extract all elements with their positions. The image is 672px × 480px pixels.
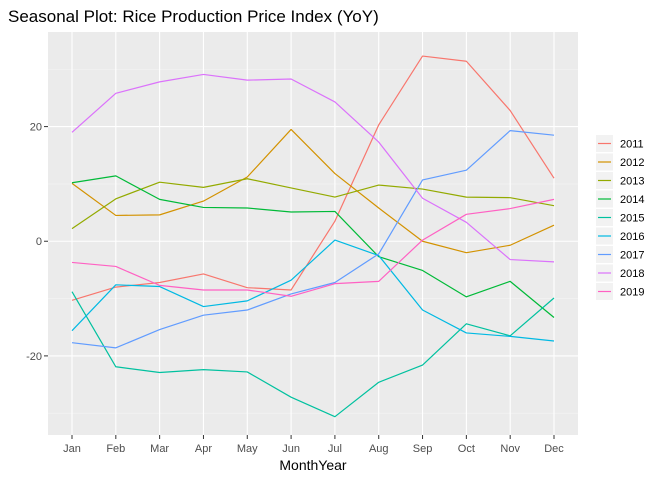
x-tick-label: Jan — [63, 443, 81, 455]
plot-panel — [48, 32, 578, 435]
x-tick-label: Jun — [282, 443, 300, 455]
x-tick-label: Nov — [500, 443, 520, 455]
y-tick-label: 20 — [30, 122, 42, 134]
x-tick-label: Feb — [106, 443, 125, 455]
major-gridlines — [48, 32, 578, 435]
x-tick-label: Jul — [328, 443, 342, 455]
x-tick-label: Sep — [413, 443, 433, 455]
chart-title: Seasonal Plot: Rice Production Price Ind… — [8, 7, 379, 26]
legend: 2011 2012 2013 2014 2015 2016 2017 2018 2019 — [596, 135, 644, 300]
legend-label-2016: 2016 — [620, 231, 644, 243]
legend-label-2011: 2011 — [620, 139, 644, 151]
x-axis-label: MonthYear — [279, 457, 347, 473]
legend-label-2017: 2017 — [620, 250, 644, 262]
x-tick-label: Apr — [195, 443, 212, 455]
legend-label-2015: 2015 — [620, 213, 644, 225]
legend-label-2014: 2014 — [620, 194, 644, 206]
minor-gridlines — [48, 68, 578, 414]
series-lines — [71, 55, 555, 418]
series-line-2016 — [71, 239, 555, 342]
series-line-2018 — [71, 73, 555, 263]
series-line-2011 — [71, 55, 555, 301]
y-tick-label: 0 — [36, 236, 42, 248]
series-line-2014 — [71, 175, 555, 318]
series-line-2012 — [71, 128, 555, 254]
x-tick-label: Dec — [544, 443, 564, 455]
x-tick-label: Oct — [458, 443, 475, 455]
series-line-2013 — [71, 178, 555, 230]
x-tick-label: Mar — [150, 443, 169, 455]
x-axis-ticks: Jan Feb Mar Apr May Jun Jul Aug Sep Oct Nov Dec — [63, 435, 564, 455]
y-axis-ticks: -20 0 20 — [26, 122, 48, 363]
legend-label-2012: 2012 — [620, 157, 644, 169]
legend-label-2019: 2019 — [620, 287, 644, 299]
legend-label-2013: 2013 — [620, 176, 644, 188]
legend-label-2018: 2018 — [620, 268, 644, 280]
x-tick-label: May — [237, 443, 258, 455]
series-line-2015 — [71, 291, 555, 418]
y-tick-label: -20 — [26, 351, 42, 363]
x-tick-label: Aug — [369, 443, 389, 455]
series-line-2019 — [71, 198, 555, 297]
series-line-2017 — [71, 130, 555, 349]
